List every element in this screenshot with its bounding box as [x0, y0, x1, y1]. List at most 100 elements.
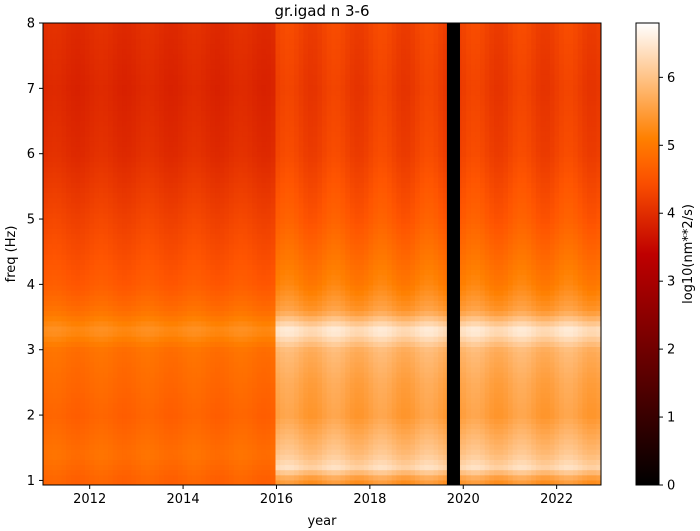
heatmap-cell: [219, 197, 225, 204]
heatmap-cell: [187, 346, 193, 353]
heatmap-cell: [103, 233, 109, 240]
heatmap-cell: [43, 125, 49, 132]
heatmap-cell: [266, 264, 272, 270]
heatmap-cell: [149, 402, 156, 409]
heatmap-cell: [247, 238, 253, 245]
heatmap-cell: [94, 69, 100, 75]
heatmap-cell: [159, 479, 165, 485]
heatmap-cell: [247, 197, 253, 204]
heatmap-cell: [75, 141, 81, 147]
heatmap-cell: [284, 320, 291, 327]
heatmap-cell: [275, 289, 281, 296]
heatmap-cell: [159, 264, 165, 270]
heatmap-cell: [280, 33, 286, 39]
heatmap-cell: [173, 454, 179, 460]
heatmap-cell: [61, 33, 67, 39]
heatmap-cell: [168, 43, 174, 50]
heatmap-cell: [168, 23, 174, 29]
heatmap-cell: [56, 274, 63, 281]
heatmap-cell: [261, 33, 267, 39]
heatmap-cell: [233, 310, 239, 317]
heatmap-cell: [43, 248, 49, 255]
heatmap-cell: [210, 115, 216, 122]
heatmap-cell: [47, 69, 53, 75]
heatmap-cell: [275, 464, 281, 471]
heatmap-cell: [52, 100, 58, 106]
heatmap-cell: [94, 428, 100, 435]
heatmap-cell: [126, 264, 132, 270]
heatmap-cell: [280, 295, 286, 301]
heatmap-cell: [126, 171, 132, 178]
heatmap-cell: [103, 341, 109, 347]
heatmap-cell: [56, 28, 63, 34]
heatmap-cell: [215, 408, 221, 414]
heatmap-cell: [219, 382, 225, 389]
heatmap-cell: [201, 361, 207, 368]
heatmap-cell: [168, 38, 174, 45]
heatmap-cell: [112, 331, 118, 337]
heatmap-cell: [275, 223, 281, 229]
heatmap-cell: [219, 387, 225, 394]
heatmap-cell: [66, 310, 72, 317]
heatmap-cell: [89, 43, 95, 50]
heatmap-cell: [61, 228, 67, 235]
heatmap-cell: [261, 105, 267, 111]
heatmap-cell: [117, 23, 123, 29]
heatmap-cell: [168, 243, 174, 250]
heatmap-cell: [80, 454, 86, 460]
heatmap-cell: [210, 243, 216, 250]
heatmap-cell: [196, 289, 202, 296]
heatmap-cell: [261, 397, 267, 404]
heatmap-cell: [154, 254, 160, 260]
heatmap-cell: [210, 89, 216, 96]
heatmap-cell: [84, 325, 91, 332]
heatmap-cell: [256, 423, 263, 430]
heatmap-cell: [280, 377, 286, 383]
heatmap-cell: [52, 254, 58, 260]
heatmap-cell: [261, 120, 267, 127]
heatmap-cell: [284, 110, 291, 116]
heatmap-cell: [205, 171, 211, 178]
heatmap-cell: [122, 146, 128, 152]
heatmap-cell: [266, 449, 272, 455]
heatmap-cell: [275, 418, 281, 424]
heatmap-cell: [112, 238, 118, 245]
heatmap-cell: [163, 449, 170, 455]
heatmap-cell: [256, 289, 263, 296]
heatmap-cell: [196, 197, 202, 204]
heatmap-cell: [201, 115, 207, 122]
heatmap-cell: [205, 202, 211, 209]
heatmap-cell: [126, 120, 132, 127]
heatmap-cell: [275, 402, 281, 409]
heatmap-cell: [89, 69, 95, 75]
heatmap-cell: [136, 418, 142, 424]
heatmap-cell: [233, 346, 239, 353]
heatmap-cell: [56, 43, 63, 50]
heatmap-cell: [126, 418, 132, 424]
heatmap-cell: [270, 433, 277, 440]
heatmap-cell: [70, 110, 77, 116]
heatmap-cell: [205, 474, 211, 481]
heatmap-cell: [205, 479, 211, 485]
heatmap-cell: [89, 141, 95, 147]
heatmap-cell: [289, 105, 295, 111]
heatmap-cell: [89, 377, 95, 383]
heatmap-cell: [196, 207, 202, 214]
heatmap-cell: [210, 474, 216, 481]
heatmap-cell: [187, 469, 193, 476]
heatmap-cell: [242, 182, 249, 188]
heatmap-cell: [70, 58, 77, 65]
heatmap-cell: [298, 351, 304, 358]
heatmap-cell: [75, 33, 81, 39]
heatmap-cell: [229, 187, 235, 193]
heatmap-cell: [187, 23, 193, 29]
heatmap-cell: [224, 408, 230, 414]
heatmap-cell: [205, 156, 211, 163]
heatmap-cell: [219, 474, 225, 481]
heatmap-cell: [224, 474, 230, 481]
heatmap-cell: [136, 269, 142, 276]
heatmap-cell: [173, 295, 179, 301]
heatmap-cell: [256, 366, 263, 373]
heatmap-cell: [145, 372, 151, 378]
heatmap-cell: [201, 84, 207, 91]
